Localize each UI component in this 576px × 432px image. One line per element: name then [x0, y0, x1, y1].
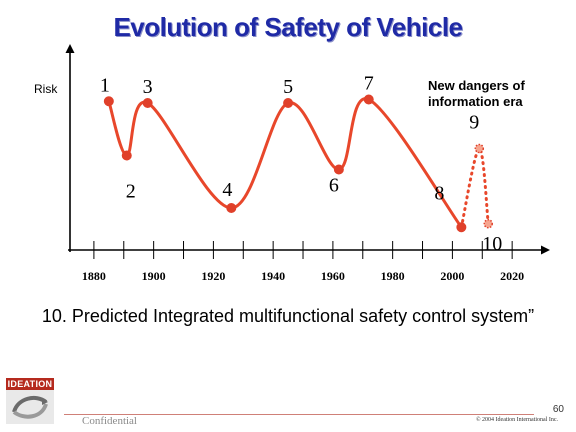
point-label-3: 3	[143, 76, 153, 98]
series-solid-line	[107, 97, 463, 229]
data-point-7	[363, 94, 374, 105]
data-point-3	[142, 98, 153, 108]
x-tick-label: 1960	[321, 269, 345, 283]
x-tick-label: 1980	[381, 269, 405, 283]
y-axis-label: Risk	[34, 82, 58, 96]
x-ticks: 1880 1900 1920 1940 1960 1980 2000 2020	[82, 241, 524, 283]
page-number: 60	[552, 404, 564, 415]
footnote-text: 10. Predicted Integrated multifunctional…	[41, 306, 535, 326]
point-label-8: 8	[434, 182, 444, 204]
safety-risk-chart: Risk 1880 1900 1920 1940 1960 1980 2000 2020 1 2…	[34, 44, 550, 283]
series-dotted-line	[459, 146, 490, 229]
logo-wordmark: IDEATION	[6, 378, 54, 390]
point-label-9: 9	[469, 112, 479, 134]
x-tick-label: 1940	[261, 269, 285, 283]
point-labels: 1 2 3 4 5 6 7 8 9 10	[100, 73, 502, 255]
point-label-6: 6	[329, 175, 339, 197]
data-points	[103, 94, 493, 233]
company-logo: IDEATION	[6, 378, 54, 424]
data-point-4	[226, 203, 237, 213]
confidential-label: Confidential	[82, 415, 137, 427]
data-point-2	[121, 150, 132, 161]
x-tick-label: 1880	[82, 269, 106, 283]
point-label-4: 4	[222, 179, 232, 201]
point-label-7: 7	[364, 73, 374, 95]
point-label-1: 1	[100, 74, 110, 96]
point-label-5: 5	[283, 76, 293, 98]
x-tick-label: 2020	[500, 269, 524, 283]
point-label-2: 2	[126, 181, 136, 203]
logo-swirl-icon	[6, 390, 54, 424]
data-point-8	[456, 222, 467, 233]
point-label-10: 10	[482, 233, 502, 255]
data-point-6	[333, 164, 344, 175]
annotation-line-2: information era	[428, 94, 523, 109]
annotation-line-1: New dangers of	[428, 78, 525, 93]
copyright-notice: © 2004 Ideation International Inc.	[475, 417, 558, 423]
x-tick-label: 1920	[201, 269, 225, 283]
slide-title: Evolution of Safety of Vehicle	[113, 12, 463, 42]
footer-divider	[64, 414, 534, 415]
x-tick-label: 2000	[440, 269, 464, 283]
data-point-10	[483, 219, 493, 229]
data-point-5	[283, 98, 294, 108]
data-point-9	[474, 143, 485, 154]
data-point-1	[103, 96, 114, 107]
x-tick-label: 1900	[142, 269, 166, 283]
